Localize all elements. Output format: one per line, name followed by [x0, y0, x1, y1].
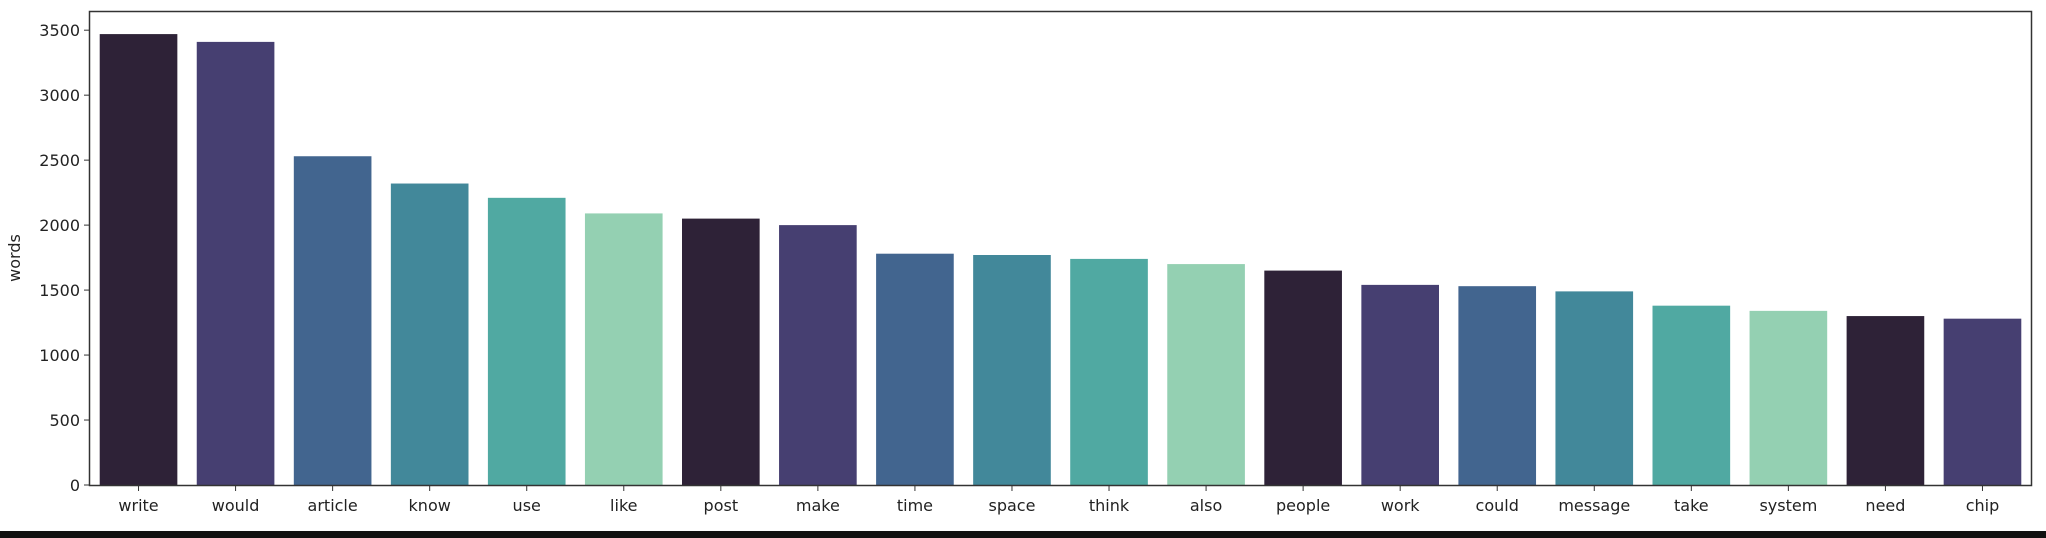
- y-tick-label: 2500: [39, 151, 80, 170]
- x-tick-label: use: [513, 496, 541, 515]
- bar-take: [1652, 305, 1731, 485]
- x-tick-label: could: [1476, 496, 1519, 515]
- x-tick-label: message: [1558, 496, 1630, 515]
- x-tick-label: write: [118, 496, 158, 515]
- y-tick-label: 2000: [39, 216, 80, 235]
- bar-message: [1555, 291, 1634, 485]
- x-tick-label: also: [1190, 496, 1222, 515]
- bar-people: [1264, 270, 1342, 485]
- bar-time: [876, 253, 954, 485]
- y-tick-label: 1000: [39, 346, 80, 365]
- x-tick-label: article: [308, 496, 358, 515]
- x-tick-label: people: [1276, 496, 1330, 515]
- x-tick-label: time: [897, 496, 933, 515]
- bars: [99, 34, 2022, 486]
- x-tick-label: space: [989, 496, 1036, 515]
- bar-know: [390, 183, 469, 485]
- x-tick-label: post: [704, 496, 739, 515]
- bar-use: [487, 197, 566, 485]
- bar-space: [973, 255, 1051, 485]
- bar-would: [196, 41, 275, 485]
- bar-article: [293, 156, 372, 486]
- y-tick-label: 3000: [39, 86, 80, 105]
- bar-think: [1070, 258, 1148, 485]
- x-tick-label: like: [610, 496, 637, 515]
- bar-could: [1458, 286, 1537, 485]
- x-axis-ticks: write would article know use like post make time…: [118, 485, 1999, 515]
- bar-need: [1846, 316, 1925, 485]
- y-tick-label: 500: [49, 411, 80, 430]
- bottom-border: [0, 531, 2046, 538]
- x-tick-label: chip: [1966, 496, 2000, 515]
- x-tick-label: work: [1381, 496, 1420, 515]
- x-tick-label: would: [212, 496, 260, 515]
- bar-also: [1167, 264, 1245, 485]
- x-tick-label: system: [1759, 496, 1817, 515]
- bar-chip: [1943, 318, 2022, 485]
- x-tick-label: take: [1674, 496, 1709, 515]
- y-axis-title: words: [5, 234, 24, 282]
- x-tick-label: make: [796, 496, 840, 515]
- x-tick-label: know: [409, 496, 451, 515]
- y-tick-label: 0: [70, 476, 80, 495]
- y-tick-label: 3500: [39, 21, 80, 40]
- plot-frame: [88, 10, 2033, 487]
- x-tick-label: think: [1089, 496, 1130, 515]
- bar-post: [682, 218, 760, 486]
- bar-work: [1361, 284, 1439, 485]
- bar-like: [584, 213, 663, 485]
- bar-make: [779, 225, 857, 486]
- bar-system: [1749, 310, 1828, 485]
- bar-write: [99, 34, 178, 486]
- y-axis-ticks: 0 500 1000 1500 2000 2500 3000 3500: [39, 21, 90, 495]
- x-tick-label: need: [1865, 496, 1905, 515]
- y-tick-label: 1500: [39, 281, 80, 300]
